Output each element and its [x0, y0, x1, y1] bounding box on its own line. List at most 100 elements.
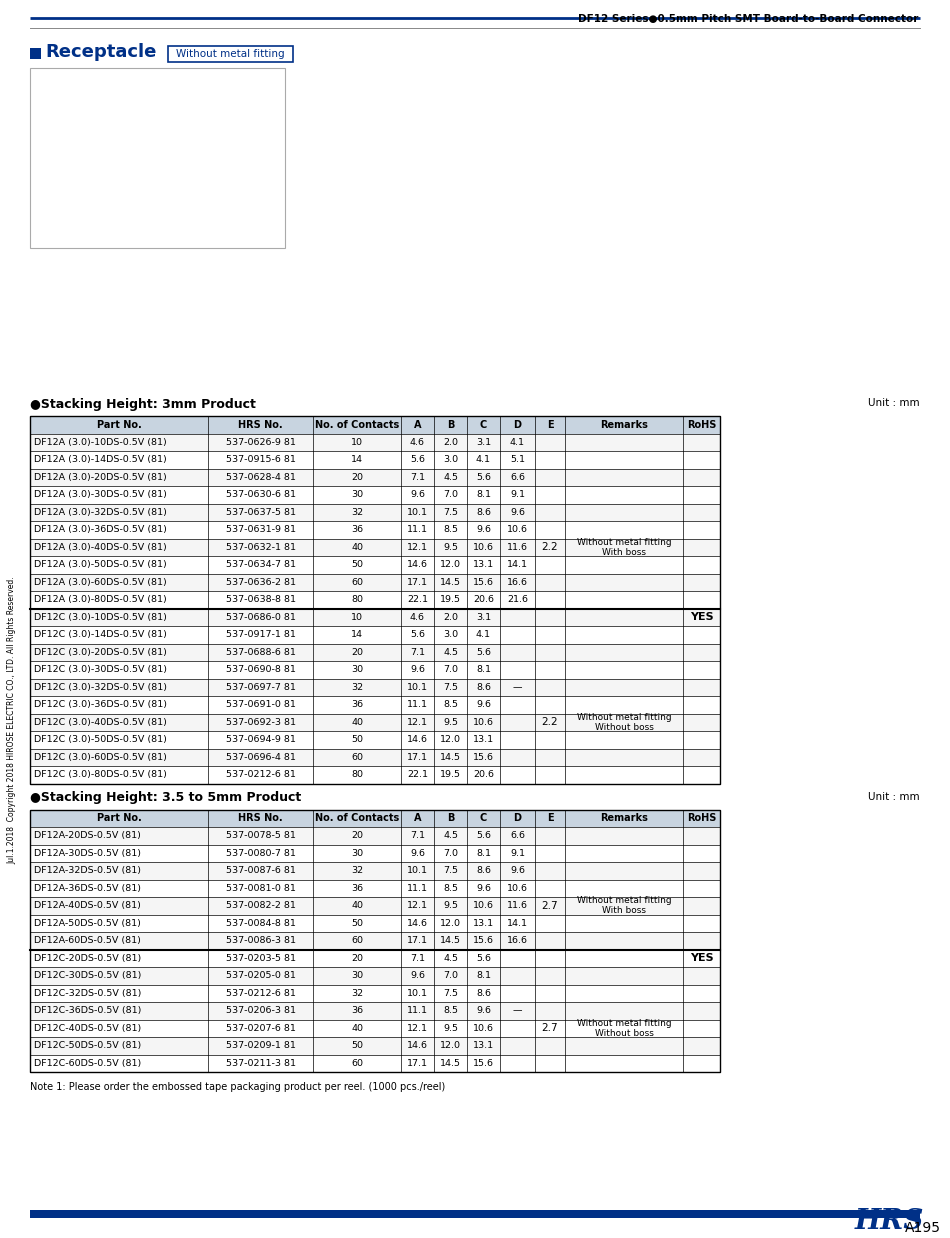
Text: 9.1: 9.1 [510, 490, 525, 499]
Text: 537-0211-3 81: 537-0211-3 81 [225, 1058, 295, 1067]
Text: DF12A (3.0)-20DS-0.5V (81): DF12A (3.0)-20DS-0.5V (81) [34, 473, 167, 482]
Text: DF12A (3.0)-80DS-0.5V (81): DF12A (3.0)-80DS-0.5V (81) [34, 595, 167, 604]
Text: 80: 80 [351, 770, 363, 779]
Text: 16.6: 16.6 [507, 936, 528, 946]
Text: No. of Contacts: No. of Contacts [314, 813, 399, 823]
Text: A: A [414, 420, 421, 430]
Text: 9.6: 9.6 [410, 972, 425, 980]
Text: 10.6: 10.6 [507, 525, 528, 535]
Text: 22.1: 22.1 [407, 770, 428, 779]
Text: 537-0638-8 81: 537-0638-8 81 [225, 595, 295, 604]
Text: 537-0628-4 81: 537-0628-4 81 [225, 473, 295, 482]
Text: DF12C (3.0)-80DS-0.5V (81): DF12C (3.0)-80DS-0.5V (81) [34, 770, 167, 779]
Text: 14: 14 [351, 456, 363, 464]
Bar [30, 696, 720, 713]
Text: 13.1: 13.1 [473, 919, 494, 927]
Text: E: E [546, 813, 553, 823]
Text: 537-0084-8 81: 537-0084-8 81 [225, 919, 295, 927]
Text: 8.6: 8.6 [476, 508, 491, 516]
Text: 13.1: 13.1 [473, 1041, 494, 1050]
Text: 537-0086-3 81: 537-0086-3 81 [225, 936, 295, 946]
Text: 14.5: 14.5 [440, 753, 461, 761]
Text: 7.1: 7.1 [410, 953, 425, 963]
Text: 4.6: 4.6 [410, 613, 425, 621]
Text: DF12A-36DS-0.5V (81): DF12A-36DS-0.5V (81) [34, 884, 141, 893]
Text: 20: 20 [351, 473, 363, 482]
Text: ●Stacking Height: 3mm Product: ●Stacking Height: 3mm Product [30, 397, 256, 411]
Text: 14.6: 14.6 [407, 919, 428, 927]
Text: 3.1: 3.1 [476, 613, 491, 621]
Text: 30: 30 [351, 490, 363, 499]
Text: 9.5: 9.5 [443, 1024, 458, 1032]
Text: C: C [480, 420, 487, 430]
Text: 60: 60 [351, 936, 363, 946]
Text: B: B [446, 420, 454, 430]
Text: 14.6: 14.6 [407, 1041, 428, 1050]
Text: 537-0637-5 81: 537-0637-5 81 [225, 508, 295, 516]
Text: 21.6: 21.6 [507, 595, 528, 604]
Text: DF12A-20DS-0.5V (81): DF12A-20DS-0.5V (81) [34, 831, 141, 841]
Text: 537-0205-0 81: 537-0205-0 81 [225, 972, 295, 980]
Text: 8.1: 8.1 [476, 665, 491, 675]
Text: 14.1: 14.1 [507, 919, 528, 927]
Text: DF12A (3.0)-14DS-0.5V (81): DF12A (3.0)-14DS-0.5V (81) [34, 456, 167, 464]
Text: 15.6: 15.6 [473, 936, 494, 946]
Text: 7.5: 7.5 [443, 508, 458, 516]
Text: 8.5: 8.5 [443, 1006, 458, 1015]
Text: DF12C (3.0)-50DS-0.5V (81): DF12C (3.0)-50DS-0.5V (81) [34, 735, 167, 744]
Text: 12.0: 12.0 [440, 1041, 461, 1050]
Text: Receptacle: Receptacle [45, 43, 157, 61]
Text: DF12A (3.0)-40DS-0.5V (81): DF12A (3.0)-40DS-0.5V (81) [34, 542, 167, 552]
Text: Without metal fitting: Without metal fitting [577, 537, 672, 547]
Text: 4.1: 4.1 [476, 456, 491, 464]
Text: 20.6: 20.6 [473, 770, 494, 779]
Text: 14.6: 14.6 [407, 561, 428, 569]
Text: 5.6: 5.6 [476, 953, 491, 963]
Text: 40: 40 [351, 1024, 363, 1032]
Text: 4.5: 4.5 [443, 953, 458, 963]
Text: 9.6: 9.6 [476, 701, 491, 709]
Text: 537-0082-2 81: 537-0082-2 81 [225, 901, 295, 910]
Text: Without metal fitting: Without metal fitting [577, 896, 672, 905]
Text: 8.6: 8.6 [476, 867, 491, 875]
Text: 7.1: 7.1 [410, 647, 425, 656]
Text: 14.1: 14.1 [507, 561, 528, 569]
Bar [30, 879, 720, 898]
Text: 537-0636-2 81: 537-0636-2 81 [225, 578, 295, 587]
Text: 9.5: 9.5 [443, 718, 458, 727]
Text: DF12C-20DS-0.5V (81): DF12C-20DS-0.5V (81) [34, 953, 142, 963]
Text: YES: YES [690, 953, 713, 963]
Text: DF12C-60DS-0.5V (81): DF12C-60DS-0.5V (81) [34, 1058, 142, 1067]
Text: 30: 30 [351, 849, 363, 858]
Text: 50: 50 [351, 735, 363, 744]
Text: 9.1: 9.1 [510, 849, 525, 858]
Text: 13.1: 13.1 [473, 561, 494, 569]
Text: 537-0632-1 81: 537-0632-1 81 [225, 542, 295, 552]
Text: RoHS: RoHS [687, 420, 716, 430]
Text: 9.6: 9.6 [510, 867, 525, 875]
Text: 537-0080-7 81: 537-0080-7 81 [225, 849, 295, 858]
Text: C: C [480, 813, 487, 823]
Text: 10.1: 10.1 [407, 867, 428, 875]
Text: 6.6: 6.6 [510, 831, 525, 841]
Bar [30, 844, 720, 862]
Bar [30, 678, 720, 696]
Bar [30, 573, 720, 591]
Text: 10.6: 10.6 [473, 901, 494, 910]
Text: 2.7: 2.7 [542, 901, 559, 911]
Bar [30, 433, 720, 451]
Text: HRS No.: HRS No. [238, 420, 283, 430]
Bar [30, 1210, 920, 1218]
Text: 5.6: 5.6 [410, 456, 425, 464]
Text: DF12C-32DS-0.5V (81): DF12C-32DS-0.5V (81) [34, 989, 142, 998]
Text: A195: A195 [905, 1221, 941, 1236]
Text: DF12C-40DS-0.5V (81): DF12C-40DS-0.5V (81) [34, 1024, 142, 1032]
Text: 14.6: 14.6 [407, 735, 428, 744]
Text: 537-0212-6 81: 537-0212-6 81 [225, 770, 295, 779]
Bar [30, 766, 720, 784]
Text: 15.6: 15.6 [473, 753, 494, 761]
Bar [30, 950, 720, 967]
Text: DF12C (3.0)-60DS-0.5V (81): DF12C (3.0)-60DS-0.5V (81) [34, 753, 167, 761]
Text: 7.5: 7.5 [443, 989, 458, 998]
Text: 7.0: 7.0 [443, 849, 458, 858]
